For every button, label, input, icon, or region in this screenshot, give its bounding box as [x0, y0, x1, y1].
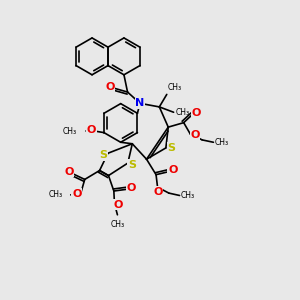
- Text: O: O: [114, 200, 123, 210]
- Text: CH₃: CH₃: [48, 190, 62, 200]
- Text: CH₃: CH₃: [168, 83, 182, 92]
- Text: O: O: [190, 130, 200, 140]
- Text: O: O: [64, 167, 74, 177]
- Text: CH₃: CH₃: [110, 220, 124, 229]
- Text: S: S: [167, 143, 175, 153]
- Text: O: O: [154, 187, 163, 197]
- Text: O: O: [192, 108, 201, 118]
- Text: CH₃: CH₃: [181, 191, 195, 200]
- Text: CH₃: CH₃: [63, 127, 77, 136]
- Text: CH₃: CH₃: [176, 108, 190, 117]
- Text: O: O: [105, 82, 114, 92]
- Text: S: S: [128, 160, 136, 170]
- Text: O: O: [86, 125, 96, 135]
- Text: O: O: [127, 183, 136, 193]
- Text: O: O: [72, 189, 81, 199]
- Text: CH₃: CH₃: [215, 138, 229, 147]
- Text: S: S: [100, 150, 108, 160]
- Text: O: O: [168, 165, 177, 175]
- Text: N: N: [135, 98, 145, 108]
